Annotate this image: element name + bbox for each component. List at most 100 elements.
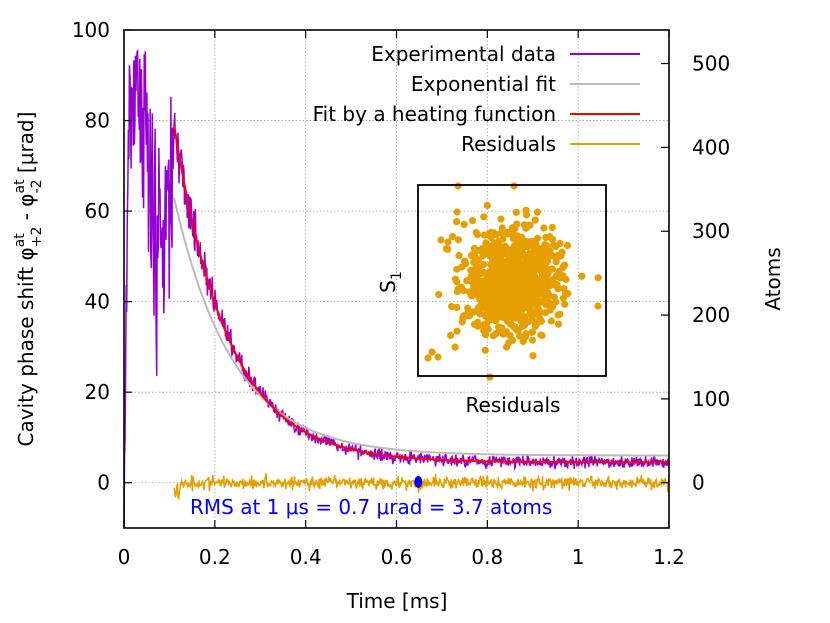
inset-point	[516, 332, 524, 340]
inset-point	[556, 310, 564, 318]
inset-point	[483, 201, 491, 209]
inset-point	[491, 268, 499, 276]
inset-point	[470, 320, 478, 328]
inset-point	[505, 339, 513, 347]
inset-point	[522, 330, 530, 338]
inset-point	[498, 259, 506, 267]
inset-point	[453, 218, 461, 226]
x-tick-label: 0.4	[290, 545, 322, 569]
inset-point	[518, 317, 526, 325]
inset-point	[519, 289, 527, 298]
inset-point	[475, 246, 483, 254]
ticks: 0 0.2 0.4 0.6 0.8 1 1.2 0 20 40 60 80 100 0 100 200 300 4…	[72, 18, 730, 569]
inset-point	[449, 233, 457, 241]
ylabel-unit: [μrad]	[14, 112, 38, 180]
inset-point	[509, 322, 517, 330]
inset-point	[524, 222, 532, 230]
inset-point	[492, 248, 500, 256]
inset-points	[424, 182, 602, 381]
inset-point	[468, 217, 477, 225]
inset-point	[485, 230, 493, 238]
inset-point	[491, 314, 499, 322]
inset-point	[496, 279, 504, 287]
inset-point	[563, 241, 572, 249]
inset-point	[545, 292, 553, 300]
y-tick-label-left: 100	[72, 18, 110, 42]
inset-point	[554, 320, 563, 328]
inset-point	[530, 272, 539, 280]
inset-point	[510, 182, 518, 190]
inset-point	[512, 300, 520, 308]
inset-point	[451, 343, 459, 351]
inset-point	[454, 236, 462, 244]
y-tick-label-left: 20	[85, 380, 110, 404]
inset-point	[453, 208, 461, 216]
x-tick-label: 0.6	[381, 545, 413, 569]
ylabel-phi2: φ	[14, 193, 38, 206]
inset-point	[482, 239, 490, 247]
inset-point	[544, 253, 552, 262]
series-exponential-fit	[173, 197, 669, 457]
inset-point	[497, 215, 505, 223]
inset-point	[520, 302, 528, 310]
inset-point	[528, 313, 536, 321]
inset-ylabel-main: S	[376, 280, 400, 293]
inset-point	[538, 331, 546, 340]
inset-point	[428, 348, 436, 356]
inset-point	[534, 262, 542, 270]
inset-point	[516, 248, 524, 256]
inset-scatter: S1 Residuals	[376, 182, 607, 417]
inset-point	[481, 346, 489, 354]
inset-point	[424, 354, 432, 362]
ylabel-sub1: +2	[29, 227, 45, 248]
inset-point	[495, 273, 503, 281]
inset-point	[552, 258, 560, 266]
inset-point	[460, 220, 468, 228]
inset-point	[442, 245, 450, 253]
y-tick-label-right: 0	[692, 471, 705, 495]
inset-point	[520, 278, 528, 287]
inset-point	[434, 353, 442, 361]
inset-point	[477, 300, 485, 308]
inset-point	[455, 251, 463, 259]
inset-point	[437, 236, 445, 244]
y-axis-label-right: Atoms	[761, 247, 785, 310]
inset-point	[542, 242, 550, 250]
ylabel-sup2: at	[12, 179, 28, 194]
inset-point	[578, 272, 586, 280]
inset-point	[477, 291, 485, 299]
inset-point	[492, 297, 500, 305]
x-tick-label: 0	[118, 545, 131, 569]
inset-point	[453, 303, 461, 311]
inset-point	[554, 251, 562, 259]
x-tick-label: 1.2	[653, 545, 685, 569]
inset-point	[550, 293, 558, 301]
inset-point	[503, 317, 511, 325]
inset-point	[534, 247, 543, 255]
ylabel-phi1: φ	[14, 247, 38, 260]
inset-point	[559, 272, 567, 280]
inset-point	[560, 285, 568, 293]
inset-point	[506, 229, 514, 237]
y-tick-label-right: 200	[692, 303, 730, 327]
ylabel-sup1: at	[12, 233, 28, 248]
inset-point	[480, 260, 488, 268]
inset-point	[531, 216, 539, 224]
inset-point	[480, 282, 488, 290]
inset-xlabel: Residuals	[466, 393, 561, 417]
inset-point	[489, 260, 497, 268]
x-axis-label: Time [ms]	[346, 589, 448, 613]
inset-point	[552, 242, 560, 251]
inset-point	[533, 254, 542, 262]
inset-point	[486, 373, 494, 381]
inset-point	[594, 274, 602, 282]
inset-point	[453, 288, 461, 296]
inset-point	[471, 271, 479, 279]
legend-label: Fit by a heating function	[313, 102, 556, 126]
y-tick-label-right: 400	[692, 135, 730, 159]
inset-point	[458, 318, 466, 326]
inset-point	[524, 318, 532, 326]
inset-point	[508, 224, 517, 232]
inset-point	[521, 260, 529, 268]
